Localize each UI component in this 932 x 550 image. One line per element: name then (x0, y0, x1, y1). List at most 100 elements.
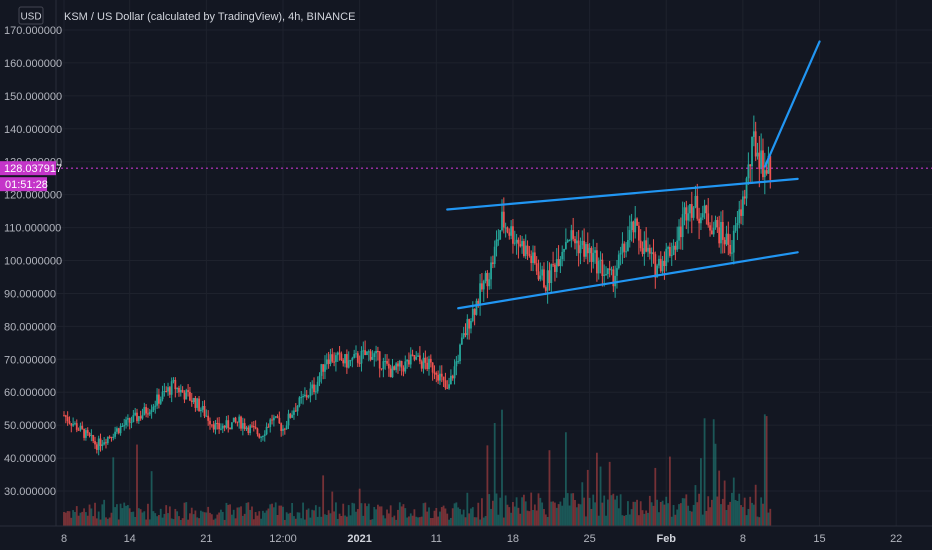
volume-bar (103, 499, 106, 526)
volume-bar (276, 514, 279, 526)
volume-bar (641, 510, 644, 526)
candle-body (117, 428, 120, 434)
candle-body (439, 373, 441, 381)
volume-bar (736, 500, 739, 526)
candle-body (307, 396, 310, 398)
candle-body (495, 239, 498, 247)
candle-body (424, 357, 427, 363)
time-tick-label: 15 (813, 533, 825, 545)
candle-body (304, 394, 306, 396)
candle-body (81, 425, 84, 429)
volume-bar (194, 510, 197, 526)
volume-bar (636, 499, 638, 526)
candle-body (659, 258, 662, 272)
candle-body (745, 178, 748, 199)
volume-bar (563, 497, 565, 526)
candle-body (163, 391, 166, 393)
candle-body (756, 152, 759, 157)
candle-body (473, 308, 476, 315)
volume-bar (628, 514, 631, 526)
volume-bar (723, 480, 726, 526)
candle-body (723, 239, 726, 245)
candle-body (101, 444, 104, 447)
candle-body (457, 361, 460, 363)
candle-body (645, 240, 648, 252)
trendline-upper-channel[interactable] (446, 177, 799, 211)
volume-bar (470, 508, 472, 526)
volume-bar (176, 511, 179, 526)
volume-bar (94, 502, 96, 526)
volume-bar (185, 502, 188, 526)
price-axis[interactable] (0, 0, 56, 526)
time-axis[interactable] (0, 526, 932, 550)
trendline-projection[interactable] (763, 40, 821, 168)
candle-body (344, 354, 346, 364)
volume-bar (205, 512, 208, 526)
candle-body (588, 247, 591, 254)
volume-bar (366, 506, 368, 526)
volume-bar (210, 514, 213, 526)
candle-body (389, 368, 392, 378)
volume-bar (75, 506, 78, 526)
volume-bar (105, 517, 107, 526)
price-tick-label: 110.000000 (4, 223, 61, 235)
currency-unit-box[interactable] (18, 6, 44, 25)
candle-body (254, 426, 257, 429)
candle-body (444, 380, 447, 388)
candle-body (187, 390, 189, 392)
candle-body (641, 248, 644, 254)
candle-body (652, 252, 655, 255)
candle-body (210, 424, 213, 426)
candle-body (696, 195, 699, 219)
volume-bar (271, 503, 273, 526)
candle-body (167, 387, 169, 392)
volume-bar (727, 504, 730, 526)
trendlines[interactable] (446, 40, 821, 310)
candle-body (358, 362, 361, 364)
candle-body (302, 395, 304, 398)
volume-bar (397, 509, 399, 526)
volume-bar (214, 518, 217, 526)
trendline-lower-channel[interactable] (457, 251, 799, 310)
volume-bar (681, 498, 684, 526)
candle-body (132, 415, 135, 423)
candle-body (311, 384, 314, 389)
volume-bar (491, 500, 494, 526)
volume-bar (300, 518, 303, 526)
candle-body (83, 428, 85, 438)
candle-body (150, 410, 153, 413)
volume-bar (382, 515, 385, 526)
candlesticks[interactable] (63, 115, 772, 456)
bar-countdown-tag: 01:51:28 (0, 177, 48, 192)
volume-bar (353, 503, 356, 526)
volume-bar (134, 516, 137, 526)
volume-bar (555, 507, 558, 526)
volume-bar (130, 512, 133, 526)
volume-bar (267, 508, 270, 526)
candle-body (533, 252, 536, 264)
volume-bar (338, 513, 341, 526)
volume-bar (126, 505, 129, 526)
candle-body (241, 423, 244, 429)
volume-bar (90, 508, 93, 526)
time-tick-label: 21 (200, 533, 212, 545)
candle-body (451, 375, 454, 379)
candle-body (331, 354, 334, 362)
candle-body (178, 387, 180, 393)
volume-bar (345, 516, 348, 526)
volume-bar (232, 509, 235, 526)
candle-body (636, 218, 638, 226)
candle-body (240, 416, 242, 429)
volume-bar (749, 496, 752, 526)
candle-body (493, 246, 496, 265)
candle-body (415, 356, 418, 360)
volume-bar (291, 502, 294, 526)
volume-bar (183, 502, 186, 526)
volume-bar (231, 514, 233, 526)
candle-body (260, 436, 262, 438)
candle-body (563, 248, 565, 252)
volume-bar (732, 477, 735, 526)
candle-body (249, 425, 252, 434)
